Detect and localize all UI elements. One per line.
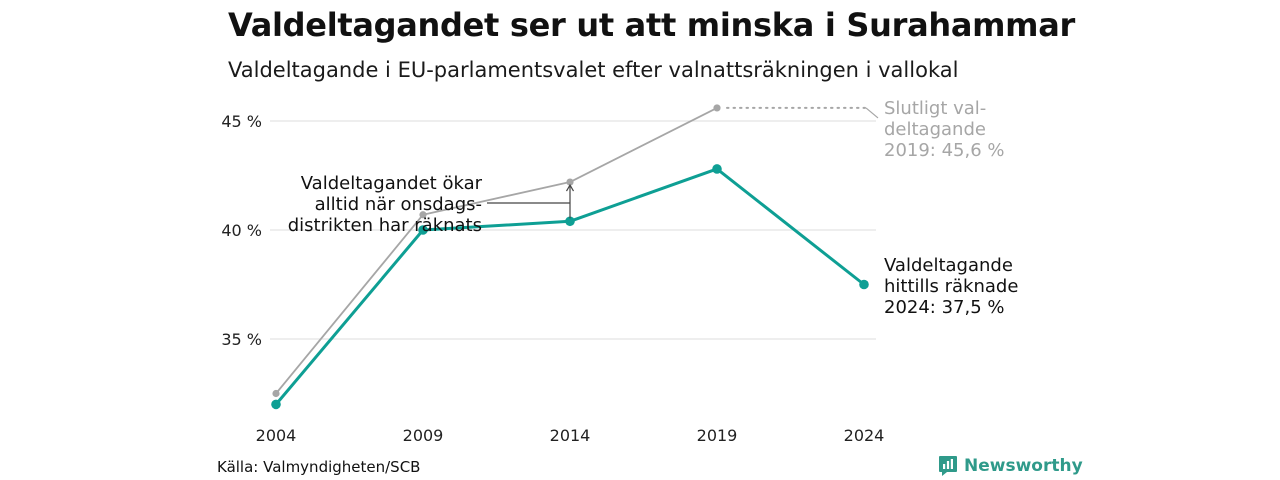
y-tick-label: 35 %	[221, 330, 262, 349]
x-tick-label: 2014	[550, 426, 591, 445]
final-turnout-annotation: 2019: 45,6 %	[884, 140, 1005, 161]
source-note: Källa: Valmyndigheten/SCB	[217, 458, 421, 476]
current-turnout-series-point	[271, 399, 281, 410]
y-tick-label: 45 %	[221, 112, 262, 131]
final-turnout-series-point	[419, 211, 427, 219]
wednesday-annotation: alltid när onsdags-	[315, 194, 482, 215]
x-tick-label: 2004	[256, 426, 297, 445]
y-tick-label: 40 %	[221, 221, 262, 240]
final-turnout-series-point	[713, 104, 721, 112]
current-turnout-series-point	[565, 216, 575, 227]
x-tick-label: 2019	[697, 426, 738, 445]
chart-subtitle: Valdeltagande i EU-parlamentsvalet efter…	[228, 58, 959, 82]
wednesday-annotation: distrikten har räknats	[288, 215, 482, 236]
current-turnout-series-point	[859, 279, 869, 290]
wednesday-annotation: Valdeltagandet ökar	[301, 173, 483, 194]
annotation-arrow-icon	[565, 183, 575, 192]
final-turnout-leader	[865, 107, 879, 119]
current-turnout-annotation: 2024: 37,5 %	[884, 297, 1005, 318]
current-turnout-annotation: hittills räknade	[884, 276, 1018, 297]
final-turnout-series-line	[275, 107, 718, 395]
final-turnout-annotation: deltagande	[884, 119, 986, 140]
brand-logo: Newsworthy	[938, 455, 1083, 477]
x-tick-label: 2009	[403, 426, 444, 445]
final-turnout-series-point	[272, 389, 280, 398]
current-turnout-series-point	[418, 225, 428, 235]
final-turnout-annotation: Slutligt val-	[884, 98, 986, 119]
current-turnout-annotation: Valdeltagande	[884, 255, 1013, 276]
newsworthy-logo-icon	[939, 456, 957, 476]
chart-title: Valdeltagandet ser ut att minska i Surah…	[228, 6, 1076, 44]
x-tick-label: 2024	[844, 426, 885, 445]
brand-name: Newsworthy	[964, 456, 1083, 476]
current-turnout-series-point	[712, 164, 722, 174]
final-turnout-series-point	[566, 178, 574, 186]
